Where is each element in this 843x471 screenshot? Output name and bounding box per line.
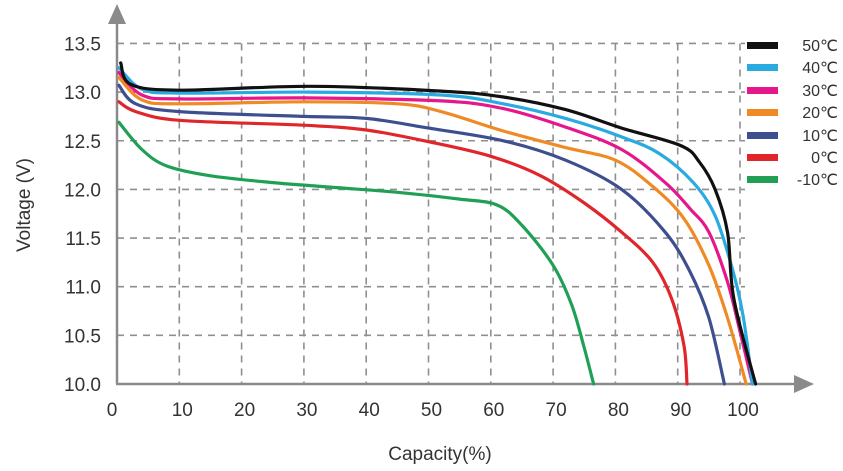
legend-label: -10℃ xyxy=(797,172,838,189)
series-line-5 xyxy=(117,100,689,386)
x-tick-label: 100 xyxy=(727,400,759,421)
legend-label: 10℃ xyxy=(802,128,838,145)
y-tick-label: 12.5 xyxy=(64,132,101,153)
legend-label: 0℃ xyxy=(811,150,838,167)
series-lines xyxy=(117,61,758,386)
legend: 50℃ 40℃ 30℃ 20℃ 10℃ 0℃ -10℃ xyxy=(747,38,838,189)
legend-swatch xyxy=(747,64,778,71)
x-tick-label: 50 xyxy=(421,400,442,421)
series-line-2 xyxy=(117,71,755,386)
legend-label: 20℃ xyxy=(802,105,838,122)
legend-swatch xyxy=(747,176,778,183)
x-tick-label: 60 xyxy=(483,400,504,421)
legend-label: 50℃ xyxy=(802,38,838,55)
legend-swatch xyxy=(747,154,778,161)
legend-swatch xyxy=(747,109,778,116)
y-axis-title: Voltage (V) xyxy=(14,158,35,252)
x-axis-arrow-icon xyxy=(794,375,814,393)
y-axis-arrow-icon xyxy=(108,4,126,24)
legend-swatch xyxy=(747,87,778,94)
x-tick-label: 90 xyxy=(670,400,691,421)
y-tick-label: 11.0 xyxy=(65,278,101,299)
y-tick-label: 10.5 xyxy=(64,326,101,347)
y-tick-label: 13.5 xyxy=(64,34,101,55)
legend-label: 30℃ xyxy=(802,83,838,100)
y-tick-label: 10.0 xyxy=(64,375,101,396)
y-tick-labels: 10.0 10.5 11.0 11.5 12.0 12.5 13.0 13.5 xyxy=(64,34,101,396)
x-tick-label: 10 xyxy=(172,400,193,421)
x-tick-label: 30 xyxy=(296,400,317,421)
x-tick-label: 20 xyxy=(234,400,255,421)
series-line-3 xyxy=(117,75,748,386)
x-tick-label: 40 xyxy=(359,400,380,421)
x-tick-label: 80 xyxy=(608,400,629,421)
x-tick-labels: 0 10 20 30 40 50 60 70 80 90 100 xyxy=(107,400,759,421)
x-tick-label: 0 xyxy=(107,400,118,421)
x-tick-label: 70 xyxy=(546,400,567,421)
y-tick-label: 13.0 xyxy=(64,83,101,104)
x-axis-title: Capacity(%) xyxy=(388,444,491,465)
series-line-0 xyxy=(119,61,758,386)
series-line-1 xyxy=(117,66,755,386)
series-line-4 xyxy=(117,83,726,386)
legend-label: 40℃ xyxy=(802,60,838,77)
axes xyxy=(108,4,814,393)
legend-swatch xyxy=(747,42,778,49)
y-tick-label: 11.5 xyxy=(65,229,101,250)
series-line-6 xyxy=(117,120,596,386)
y-tick-label: 12.0 xyxy=(64,180,101,201)
legend-swatch xyxy=(747,132,778,139)
